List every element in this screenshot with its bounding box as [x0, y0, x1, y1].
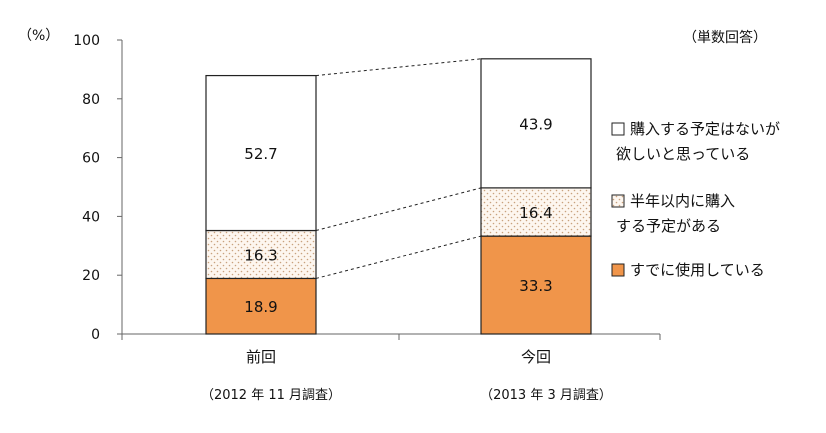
y-tick-label: 0 [91, 327, 100, 343]
response-type-note: （単数回答） [683, 29, 767, 46]
data-label: 43.9 [519, 115, 552, 133]
bar-segment [205, 229, 317, 280]
connector-line [315, 187, 482, 231]
data-label: 52.7 [244, 145, 277, 163]
y-tick-label: 60 [82, 151, 100, 167]
bar-segment [205, 74, 317, 232]
category-labels: 前回 （2012 年 11 月調査） 今回 （2013 年 3 月調査） [201, 348, 612, 403]
category-label: 前回 [246, 348, 276, 366]
y-tick-label: 80 [82, 92, 100, 108]
data-label: 33.3 [519, 277, 552, 295]
bars: 18.9 16.3 52.7 33.3 16.4 43.9 [205, 58, 592, 335]
y-tick-label: 100 [73, 33, 100, 49]
legend: 購入する予定はないが欲しいと思っている半年以内に購入する予定があるすでに使用して… [611, 120, 780, 279]
legend-label: すでに使用している [630, 261, 765, 279]
category-subtitle: （2013 年 3 月調査） [480, 388, 612, 403]
bar-segment [205, 277, 317, 335]
legend-label: する予定がある [616, 217, 721, 235]
data-label: 18.9 [244, 298, 277, 316]
y-tick-label: 40 [82, 209, 100, 225]
data-label: 16.4 [519, 204, 552, 222]
data-label: 16.3 [244, 246, 277, 264]
connector-lines [315, 58, 482, 279]
legend-swatch [611, 263, 625, 277]
legend-label: 購入する予定はないが [630, 120, 780, 138]
legend-label: 半年以内に購入 [630, 192, 735, 210]
legend-label: 欲しいと思っている [616, 145, 750, 163]
y-axis-unit: （%） [18, 28, 59, 44]
category-subtitle: （2012 年 11 月調査） [201, 388, 341, 403]
legend-swatch [611, 194, 625, 208]
bar-segment [480, 58, 592, 189]
y-tick-label: 20 [82, 268, 100, 284]
legend-swatch [611, 122, 625, 136]
connector-line [315, 235, 482, 279]
category-label: 今回 [521, 348, 551, 366]
connector-line [315, 58, 482, 77]
